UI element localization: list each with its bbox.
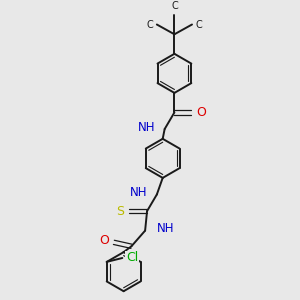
Text: NH: NH bbox=[138, 121, 156, 134]
Text: C: C bbox=[171, 1, 178, 11]
Text: Cl: Cl bbox=[126, 251, 138, 265]
Text: C: C bbox=[146, 20, 153, 29]
Text: O: O bbox=[99, 234, 109, 247]
Text: NH: NH bbox=[130, 186, 147, 199]
Text: C: C bbox=[196, 20, 203, 29]
Text: S: S bbox=[116, 205, 124, 218]
Text: O: O bbox=[196, 106, 206, 119]
Text: NH: NH bbox=[157, 222, 174, 235]
